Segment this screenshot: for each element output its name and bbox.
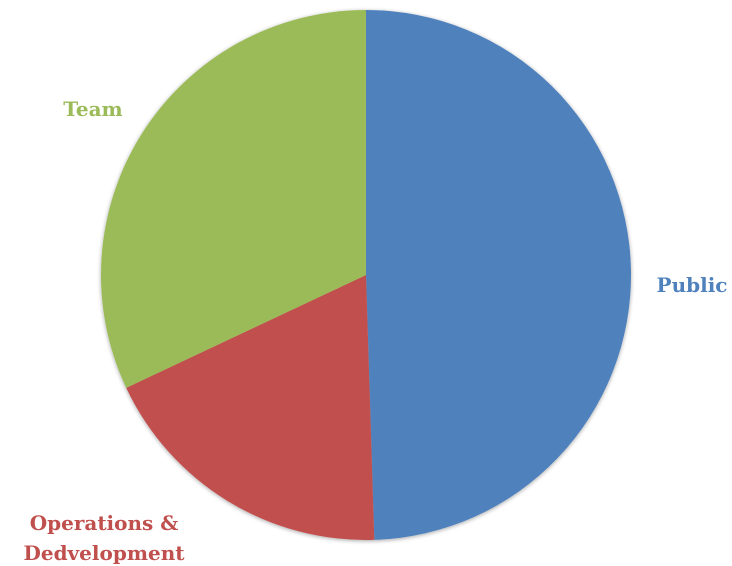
pie-slice-public xyxy=(366,9,632,540)
pie-slice-team xyxy=(100,10,367,388)
pie-slice-operations-dedvelopment xyxy=(126,275,375,541)
pie-labels: Public Operations & Dedvelopment Team xyxy=(24,97,728,565)
pie-label-team: Team xyxy=(63,97,122,121)
pie-slices xyxy=(100,9,632,541)
pie-label-public: Public xyxy=(657,273,728,297)
pie-label-operations-dedvelopment: Operations & Dedvelopment xyxy=(24,511,186,565)
